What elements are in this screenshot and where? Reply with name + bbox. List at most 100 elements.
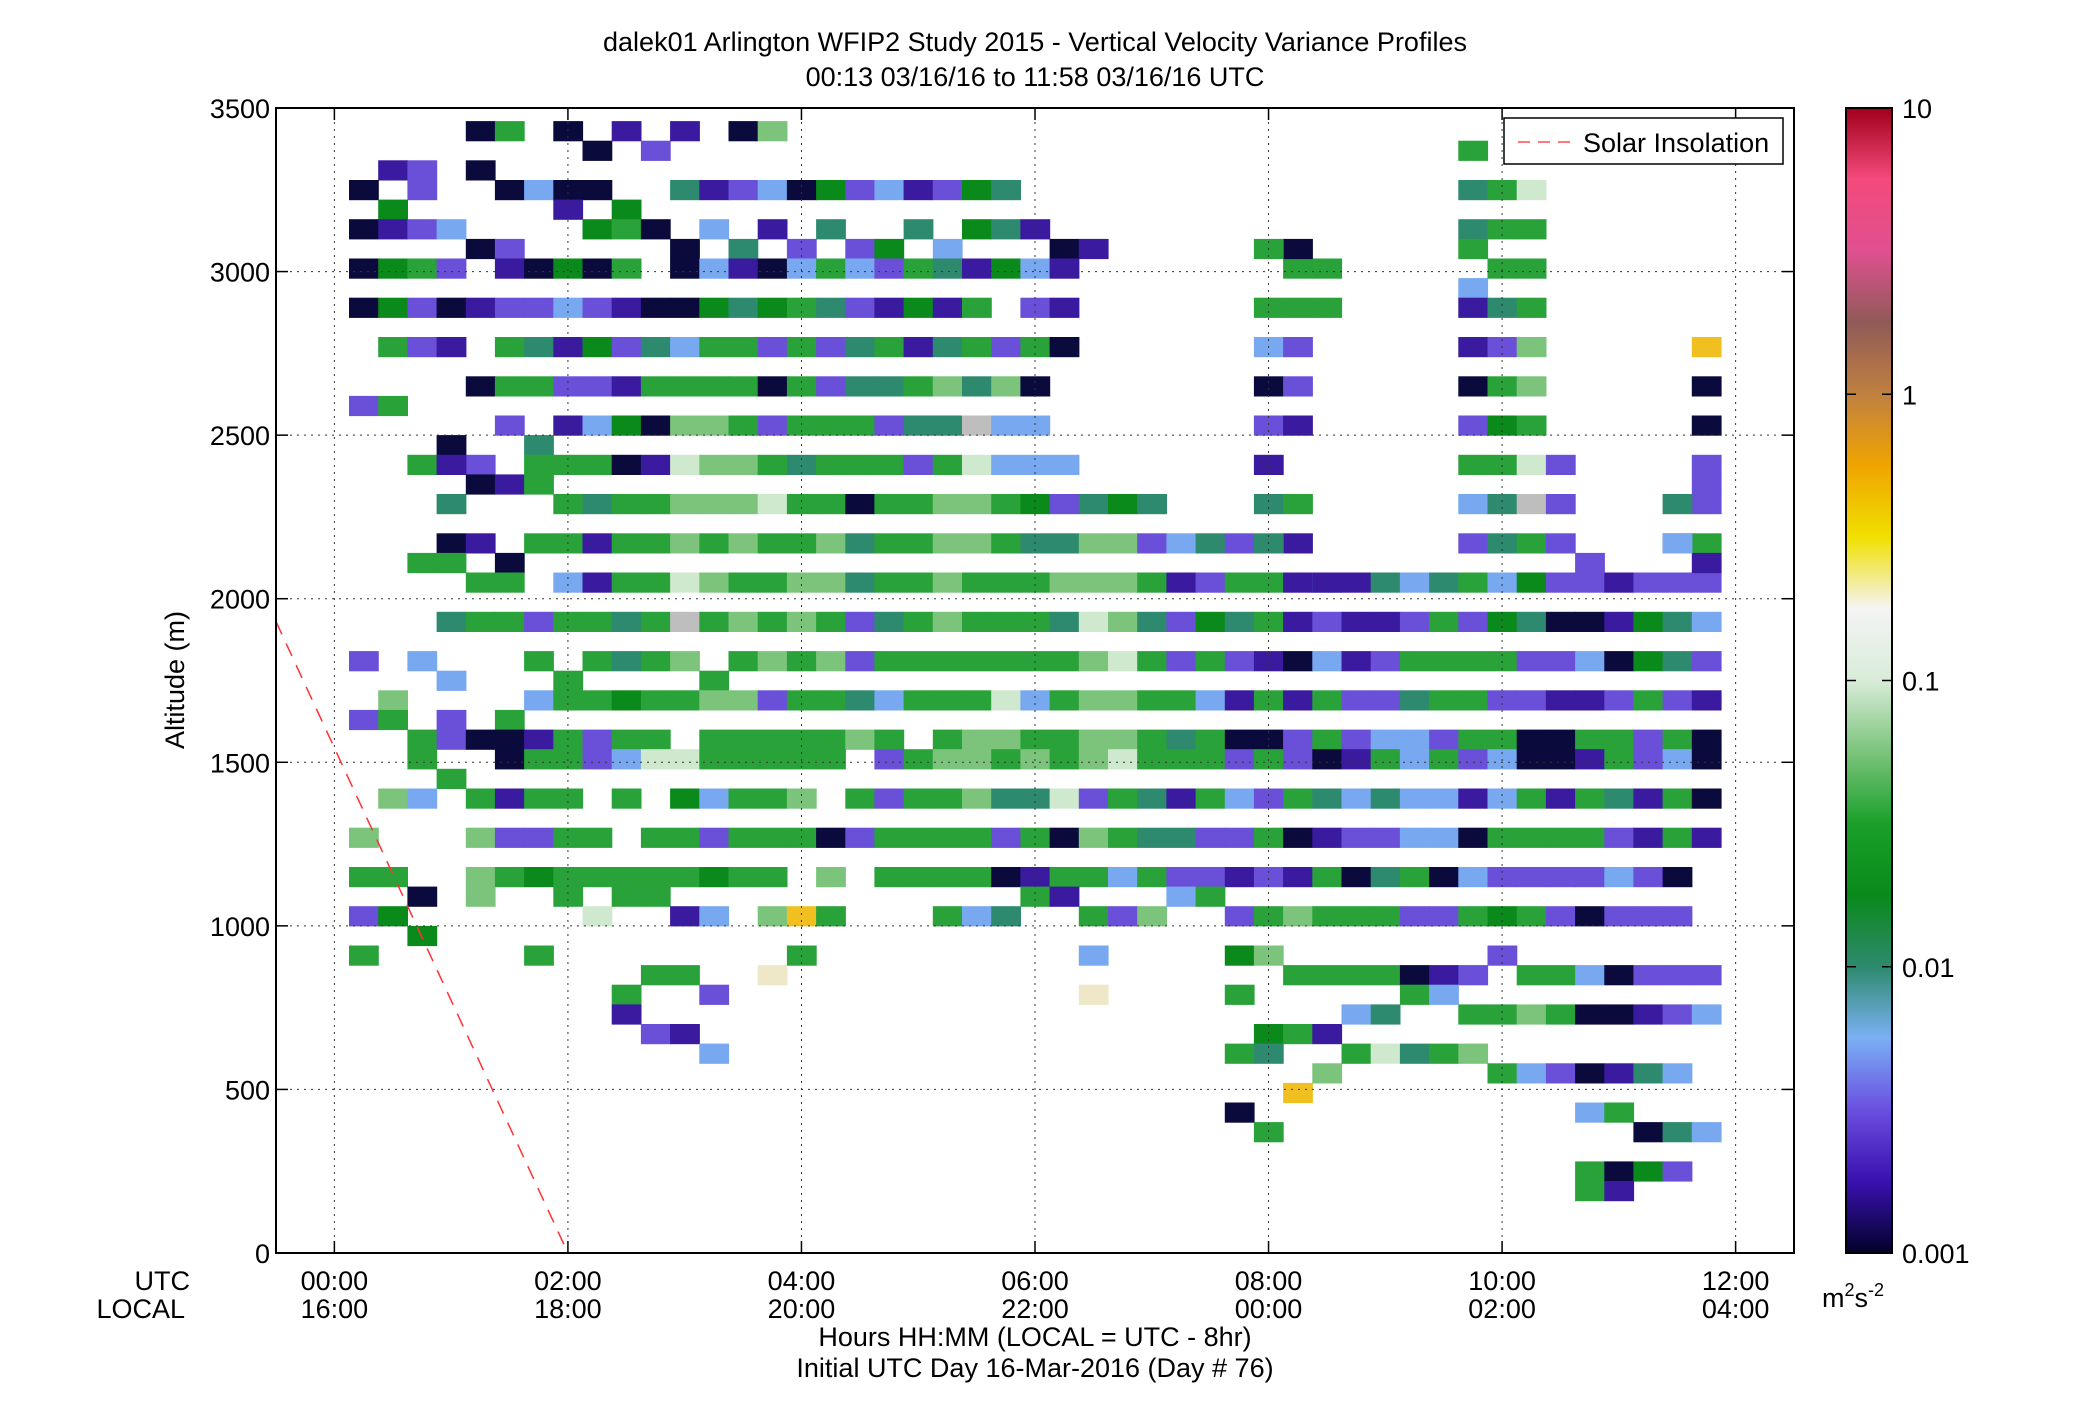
heatmap-cell (1341, 1043, 1372, 1064)
heatmap-cell (874, 827, 905, 848)
heatmap-cell (407, 219, 438, 240)
heatmap-cell (611, 376, 642, 397)
heatmap-cell (1283, 906, 1313, 927)
heatmap-cell (1137, 572, 1167, 593)
heatmap-cell (786, 906, 817, 927)
heatmap-cell (845, 729, 876, 750)
y-tick-label: 2000 (210, 585, 270, 615)
heatmap-cell (1166, 690, 1197, 711)
heatmap-cell (1487, 376, 1518, 397)
heatmap-cell (582, 180, 613, 201)
heatmap-cell (670, 651, 700, 672)
heatmap-cell (611, 867, 642, 888)
heatmap-cell (1487, 415, 1518, 436)
heatmap-cell (1020, 454, 1051, 475)
heatmap-cell (786, 180, 817, 201)
heatmap-cell (553, 258, 584, 279)
heatmap-cell (728, 749, 759, 770)
heatmap-cell (1575, 788, 1605, 809)
heatmap-cell (1662, 749, 1693, 770)
heatmap-cell (1370, 651, 1401, 672)
heatmap-cell (962, 454, 992, 475)
heatmap-cell (845, 494, 876, 515)
heatmap-cell (1633, 1004, 1664, 1025)
heatmap-cell (1312, 906, 1343, 927)
heatmap-cell (640, 749, 671, 770)
heatmap-cell (757, 454, 788, 475)
heatmap-cell (728, 533, 759, 554)
heatmap-cell (640, 337, 671, 358)
heatmap-cell (932, 415, 963, 436)
heatmap-cell (962, 611, 992, 632)
heatmap-cell (991, 454, 1021, 475)
heatmap-cell (1370, 965, 1401, 986)
heatmap-cell (962, 788, 992, 809)
heatmap-cell (553, 376, 584, 397)
heatmap-cell (728, 337, 759, 358)
heatmap-cell (1253, 415, 1284, 436)
heatmap-cell (1253, 572, 1284, 593)
heatmap-cell (1458, 965, 1489, 986)
heatmap-cell (1575, 906, 1605, 927)
heatmap-cell (1604, 965, 1635, 986)
heatmap-cell (932, 906, 963, 927)
colorbar-tick-label: 0.001 (1902, 1239, 1970, 1269)
heatmap-cell (991, 611, 1021, 632)
solar-insolation-line (275, 621, 569, 1254)
heatmap-cell (1458, 494, 1489, 515)
heatmap-cell (1516, 533, 1547, 554)
heatmap-cell (699, 984, 730, 1005)
heatmap-cell (378, 906, 408, 927)
heatmap-cell (1370, 690, 1401, 711)
heatmap-cell (1662, 788, 1693, 809)
heatmap-cell (378, 297, 408, 318)
chart-title: dalek01 Arlington WFIP2 Study 2015 - Ver… (603, 27, 1467, 57)
heatmap-cell (378, 867, 408, 888)
heatmap-cell (553, 572, 584, 593)
heatmap-cell (494, 867, 525, 888)
heatmap-cell (1370, 788, 1401, 809)
heatmap-cell (640, 219, 671, 240)
heatmap-cell (699, 1043, 730, 1064)
heatmap-cell (699, 454, 730, 475)
heatmap-cell (728, 729, 759, 750)
heatmap-cell (1078, 238, 1109, 260)
colorbar-tick-label: 0.01 (1902, 953, 1955, 983)
legend-label: Solar Insolation (1583, 128, 1769, 158)
heatmap-cell (1108, 611, 1138, 632)
heatmap-cell (1312, 297, 1343, 318)
heatmap-cell (1108, 572, 1138, 593)
heatmap-cell (1078, 533, 1109, 554)
heatmap-cell (699, 337, 730, 358)
heatmap-cell (407, 297, 438, 318)
heatmap-cell (991, 180, 1021, 201)
heatmap-cell (874, 180, 905, 201)
heatmap-cell (1399, 867, 1430, 888)
heatmap-cell (757, 965, 788, 986)
heatmap-cell (1458, 180, 1489, 201)
heatmap-cell (1662, 572, 1693, 593)
heatmap-cell (1020, 886, 1051, 907)
heatmap-cell (962, 258, 992, 279)
heatmap-cell (1691, 376, 1722, 397)
heatmap-cell (1049, 886, 1080, 907)
heatmap-cell (1516, 651, 1547, 672)
heatmap-cell (1575, 1181, 1605, 1202)
heatmap-cell (1399, 1043, 1430, 1064)
heatmap-cell (1545, 651, 1576, 672)
heatmap-cell (465, 533, 496, 554)
heatmap-cell (1224, 788, 1255, 809)
heatmap-cell (816, 415, 846, 436)
heatmap-cell (349, 651, 379, 672)
heatmap-cell (1545, 454, 1576, 475)
heatmap-cell (524, 749, 554, 770)
heatmap-cell (1516, 690, 1547, 711)
heatmap-cell (494, 474, 525, 495)
heatmap-cell (699, 297, 730, 318)
heatmap-cell (1049, 749, 1080, 770)
heatmap-cell (524, 533, 554, 554)
x-tick-label-utc: 06:00 (1001, 1266, 1069, 1296)
heatmap-cell (1312, 690, 1343, 711)
heatmap-cell (1575, 1102, 1605, 1123)
heatmap-cell (1253, 1122, 1284, 1143)
